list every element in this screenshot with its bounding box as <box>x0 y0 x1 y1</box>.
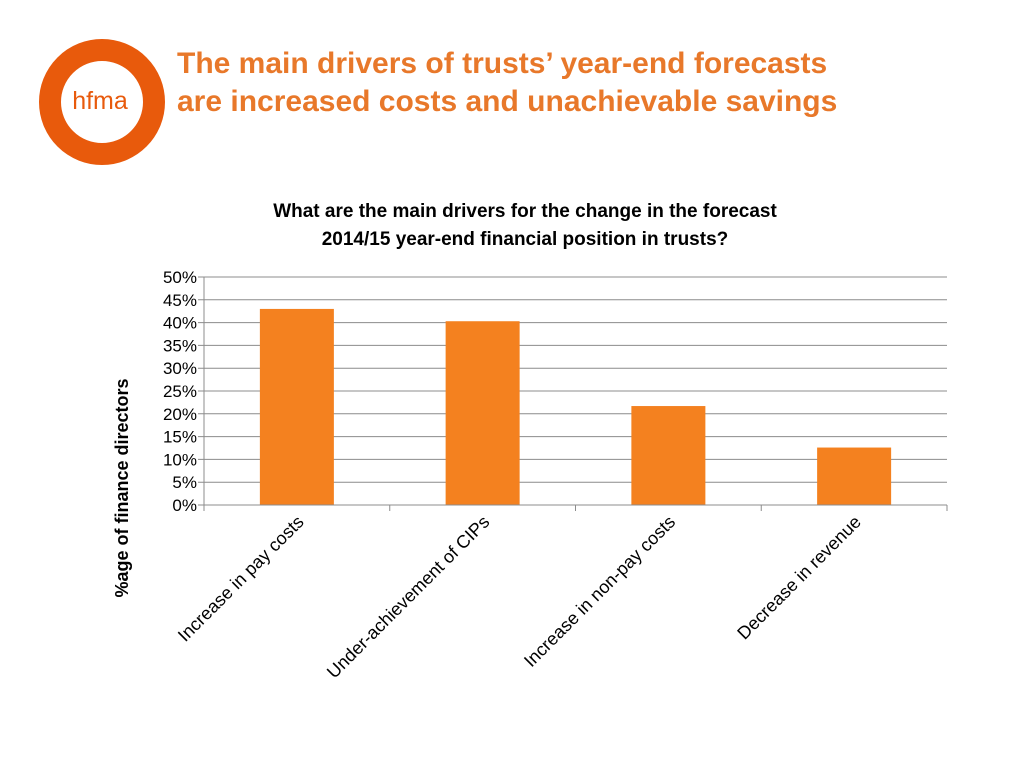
y-tick-label: 45% <box>163 291 197 310</box>
y-axis-label: %age of finance directors <box>112 378 132 597</box>
x-tick-label: Increase in pay costs <box>174 512 308 646</box>
y-tick-label: 35% <box>163 336 197 355</box>
chart-title: What are the main drivers for the change… <box>273 201 777 250</box>
x-tick-label: Increase in non-pay costs <box>520 512 679 671</box>
logo-text: hfma <box>72 87 128 115</box>
bar-1 <box>259 308 334 505</box>
bars <box>259 308 892 505</box>
y-tick-label: 15% <box>163 428 197 447</box>
slide-title-line-1: The main drivers of trusts’ year-end for… <box>177 47 828 80</box>
y-tick-label: 0% <box>172 496 197 515</box>
y-tick-label: 20% <box>163 405 197 424</box>
y-tick-label: 10% <box>163 450 197 469</box>
bar-2 <box>445 321 520 505</box>
bar-3 <box>631 406 706 505</box>
bar-4 <box>817 447 892 505</box>
y-tick-label: 5% <box>172 473 197 492</box>
y-tick-labels: 0% 5% 10% 15% 20% 25% 30% 35% 40% 45% 50% <box>163 268 197 515</box>
y-tick-label: 40% <box>163 314 197 333</box>
x-tick-labels: Increase in pay costs Under-achievement o… <box>174 512 865 682</box>
y-tick-label: 25% <box>163 382 197 401</box>
axes <box>198 277 948 511</box>
chart-title-line-1: What are the main drivers for the change… <box>273 201 777 222</box>
x-tick-label: Under-achievement of CIPs <box>323 512 493 682</box>
chart-title-line-2: 2014/15 year-end financial position in t… <box>322 229 729 250</box>
y-tick-label: 50% <box>163 268 197 287</box>
y-tick-label: 30% <box>163 359 197 378</box>
slide-title-line-2: are increased costs and unachievable sav… <box>177 85 838 118</box>
hfma-logo: hfma <box>39 39 165 165</box>
x-tick-label: Decrease in revenue <box>733 512 865 644</box>
slide-title: The main drivers of trusts’ year-end for… <box>177 45 997 121</box>
